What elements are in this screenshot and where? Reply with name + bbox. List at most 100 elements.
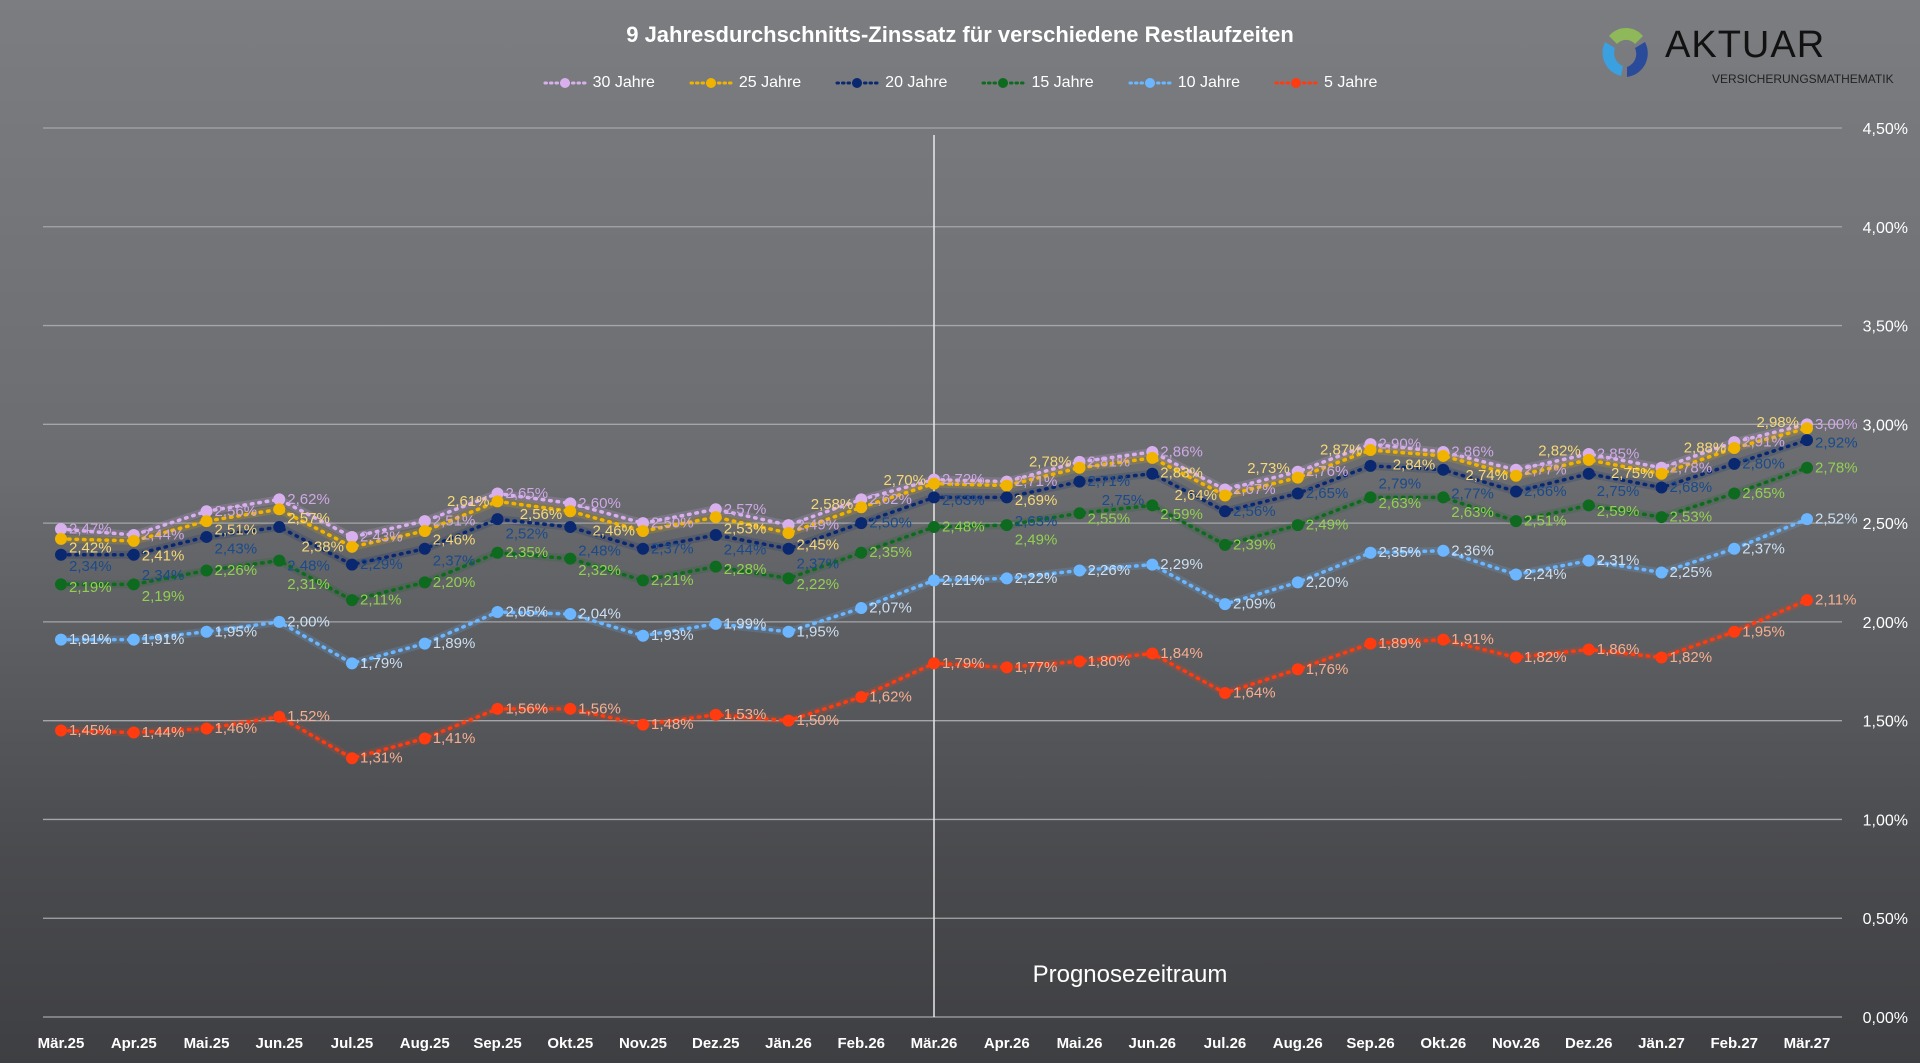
data-label: 2,46% bbox=[433, 532, 476, 549]
data-label: 2,43% bbox=[215, 540, 258, 557]
data-label: 2,88% bbox=[1684, 440, 1727, 457]
data-point bbox=[55, 724, 67, 737]
data-label: 1,52% bbox=[287, 708, 330, 725]
data-point bbox=[855, 546, 868, 559]
data-point bbox=[273, 521, 286, 534]
data-label: 1,45% bbox=[69, 722, 112, 739]
data-point bbox=[491, 546, 504, 559]
data-point bbox=[127, 578, 140, 591]
legend-item: 10 Jahre bbox=[1128, 74, 1240, 92]
data-point bbox=[1219, 687, 1231, 700]
data-point bbox=[1000, 661, 1013, 674]
data-label: 2,51% bbox=[215, 522, 258, 539]
data-label: 2,63% bbox=[1379, 495, 1422, 512]
legend-marker-icon bbox=[981, 78, 1025, 88]
data-label: 1,77% bbox=[1015, 659, 1058, 676]
data-label: 2,45% bbox=[797, 536, 840, 553]
data-point bbox=[200, 564, 213, 577]
data-point bbox=[346, 540, 358, 553]
data-point bbox=[273, 493, 286, 506]
legend-marker-icon bbox=[1274, 78, 1318, 88]
data-label: 2,00% bbox=[287, 613, 330, 630]
data-label: 2,63% bbox=[1015, 513, 1058, 530]
data-label: 2,31% bbox=[1597, 552, 1640, 569]
x-tick-label: Jun.25 bbox=[255, 1035, 303, 1052]
data-point bbox=[564, 607, 577, 620]
data-point bbox=[1146, 499, 1159, 512]
data-label: 1,56% bbox=[506, 700, 549, 717]
x-tick-label: Feb.27 bbox=[1710, 1035, 1758, 1052]
x-tick-label: Jul.26 bbox=[1204, 1035, 1247, 1052]
data-label: 2,04% bbox=[578, 605, 621, 622]
data-label: 2,37% bbox=[651, 540, 694, 557]
data-label: 1,48% bbox=[651, 716, 694, 733]
data-point bbox=[346, 530, 358, 543]
data-point bbox=[637, 574, 649, 587]
legend-label: 15 Jahre bbox=[1031, 74, 1094, 91]
data-point bbox=[200, 530, 213, 543]
data-point bbox=[491, 702, 504, 715]
data-point bbox=[418, 576, 431, 589]
data-label: 2,47% bbox=[69, 521, 112, 538]
data-point bbox=[1728, 542, 1741, 555]
series-5-jahre bbox=[55, 594, 1813, 765]
data-point bbox=[1146, 647, 1159, 660]
data-point bbox=[637, 542, 649, 555]
data-label: 2,20% bbox=[433, 574, 476, 591]
data-label: 1,82% bbox=[1670, 649, 1713, 666]
data-label: 2,63% bbox=[942, 492, 985, 509]
legend-label: 20 Jahre bbox=[885, 74, 948, 91]
legend-item: 5 Jahre bbox=[1274, 74, 1377, 92]
data-point bbox=[1291, 576, 1304, 589]
data-label: 2,63% bbox=[1451, 504, 1494, 521]
data-point bbox=[1582, 453, 1595, 466]
data-label: 1,76% bbox=[1306, 661, 1349, 678]
legend-label: 25 Jahre bbox=[738, 74, 802, 91]
data-point bbox=[709, 708, 722, 721]
data-point bbox=[1728, 625, 1741, 638]
data-point bbox=[855, 602, 868, 615]
data-label: 1,91% bbox=[69, 631, 112, 648]
data-label: 2,46% bbox=[592, 523, 635, 540]
data-labels: 2,47% 2,44%2,56%2,62%2,43%2,51%2,65%2,60%… bbox=[69, 414, 1858, 767]
data-label: 2,19% bbox=[142, 588, 185, 605]
y-tick-label: 4,00% bbox=[1863, 220, 1908, 237]
legend-marker-icon bbox=[543, 78, 587, 88]
data-point bbox=[782, 542, 795, 555]
data-label: 2,29% bbox=[1160, 556, 1203, 573]
data-label: 2,07% bbox=[869, 600, 912, 617]
x-tick-label: Nov.26 bbox=[1492, 1035, 1540, 1052]
data-label: 2,48% bbox=[287, 558, 330, 575]
data-label: 2,44% bbox=[142, 526, 185, 543]
data-label: 1,95% bbox=[215, 623, 258, 640]
legend-marker-icon bbox=[1128, 78, 1172, 88]
data-point bbox=[1437, 449, 1450, 462]
data-point bbox=[200, 505, 213, 518]
data-label: 2,53% bbox=[1670, 509, 1713, 526]
data-point bbox=[1364, 444, 1377, 457]
data-point bbox=[273, 710, 286, 723]
data-point bbox=[782, 625, 795, 638]
data-point bbox=[273, 503, 286, 516]
data-point bbox=[928, 491, 940, 504]
data-label: 2,48% bbox=[578, 543, 621, 560]
data-point bbox=[782, 572, 795, 585]
y-tick-label: 3,50% bbox=[1863, 319, 1908, 336]
data-point bbox=[1582, 499, 1595, 512]
data-point bbox=[1219, 489, 1231, 502]
data-label: 2,36% bbox=[1451, 542, 1494, 559]
data-label: 2,78% bbox=[1029, 453, 1072, 470]
data-label: 2,78% bbox=[1815, 459, 1858, 476]
x-tick-label: Dez.26 bbox=[1565, 1035, 1613, 1052]
data-label: 1,56% bbox=[578, 700, 621, 717]
x-tick-label: Apr.25 bbox=[111, 1035, 157, 1052]
data-point bbox=[1437, 544, 1450, 557]
data-label: 2,73% bbox=[1247, 460, 1290, 477]
legend-item: 25 Jahre bbox=[689, 74, 801, 92]
data-point bbox=[273, 615, 286, 628]
data-point bbox=[564, 702, 577, 715]
data-label: 2,32% bbox=[578, 562, 621, 579]
data-point bbox=[55, 578, 67, 591]
data-label: 2,43% bbox=[360, 528, 403, 545]
